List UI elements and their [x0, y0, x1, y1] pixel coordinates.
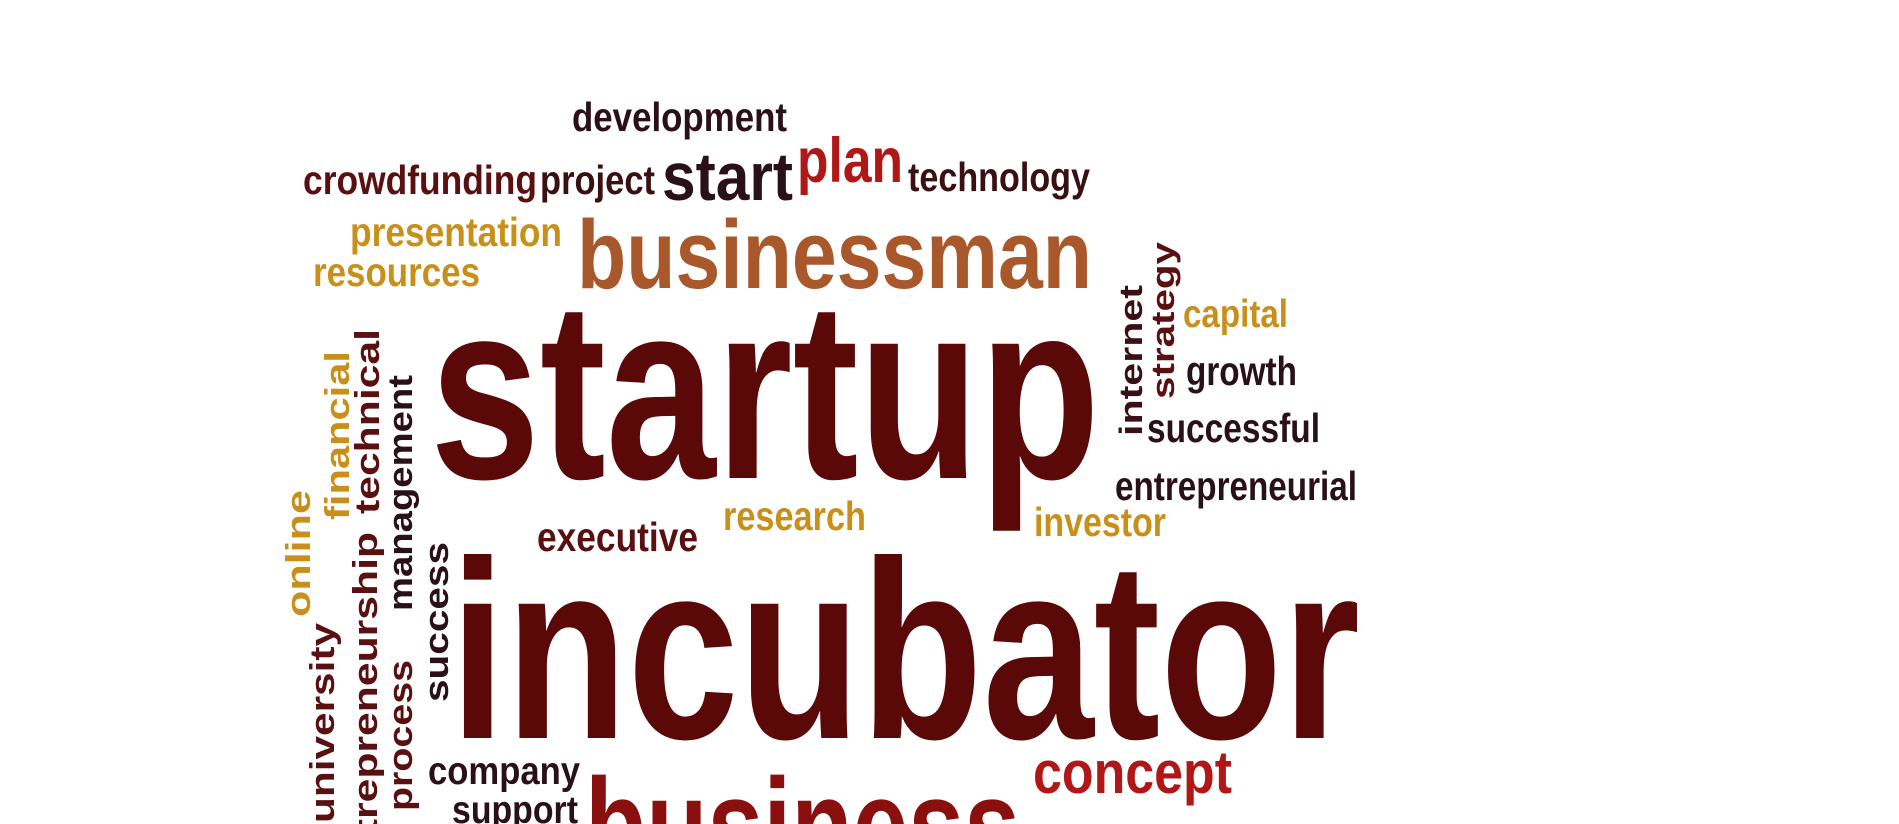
word: company [428, 750, 580, 793]
word: capital [1183, 293, 1288, 336]
word: internet [1113, 285, 1149, 436]
word: investor [1034, 499, 1166, 545]
word: financial [319, 351, 357, 520]
word: concept [1033, 739, 1232, 806]
word: strategy [1145, 242, 1181, 399]
word: management [382, 375, 420, 611]
word: entrepreneurship [347, 532, 385, 824]
word: development [572, 94, 787, 140]
word: online [280, 490, 318, 617]
word: research [723, 493, 866, 539]
word: entrepreneurial [1115, 463, 1357, 509]
word: start [662, 139, 793, 215]
word: successful [1147, 405, 1320, 451]
word: executive [537, 514, 698, 560]
word: university [304, 623, 342, 823]
word: incubator [450, 508, 1360, 792]
word: crowdfunding [303, 157, 537, 203]
word: project [540, 157, 655, 203]
word: startup [430, 248, 1100, 532]
word: technology [908, 154, 1090, 200]
word: process [382, 660, 420, 811]
word: plan [797, 126, 903, 196]
word: businessman [577, 200, 1092, 309]
word: resources [313, 249, 480, 295]
word: business [585, 752, 1020, 824]
word: technical [349, 329, 387, 514]
word: success [418, 542, 456, 702]
word: presentation [350, 209, 562, 255]
word: support [452, 789, 578, 824]
word: growth [1186, 348, 1297, 394]
